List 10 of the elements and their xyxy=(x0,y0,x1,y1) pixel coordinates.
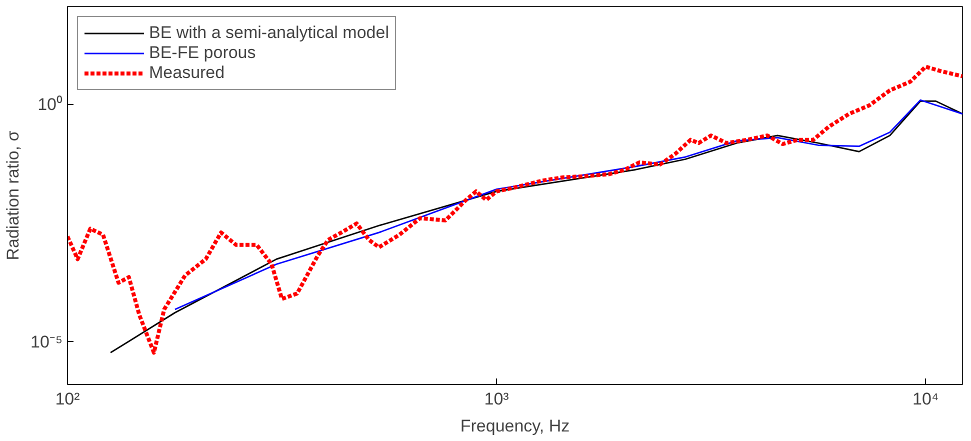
legend-label: BE with a semi-analytical model xyxy=(149,23,389,43)
y-axis-title: Radiation ratio, σ xyxy=(4,130,23,260)
x-tick-label: 10² xyxy=(55,390,80,408)
x-tick-label: 10⁴ xyxy=(912,390,939,408)
legend-label: BE-FE porous xyxy=(149,43,256,63)
legend-label: Measured xyxy=(149,63,225,83)
x-axis-title: Frequency, Hz xyxy=(460,416,570,436)
y-tick-label: 10⁰ xyxy=(38,94,63,114)
x-tick-label: 10³ xyxy=(484,390,510,408)
y-tick-label: 10⁻⁵ xyxy=(30,332,63,352)
